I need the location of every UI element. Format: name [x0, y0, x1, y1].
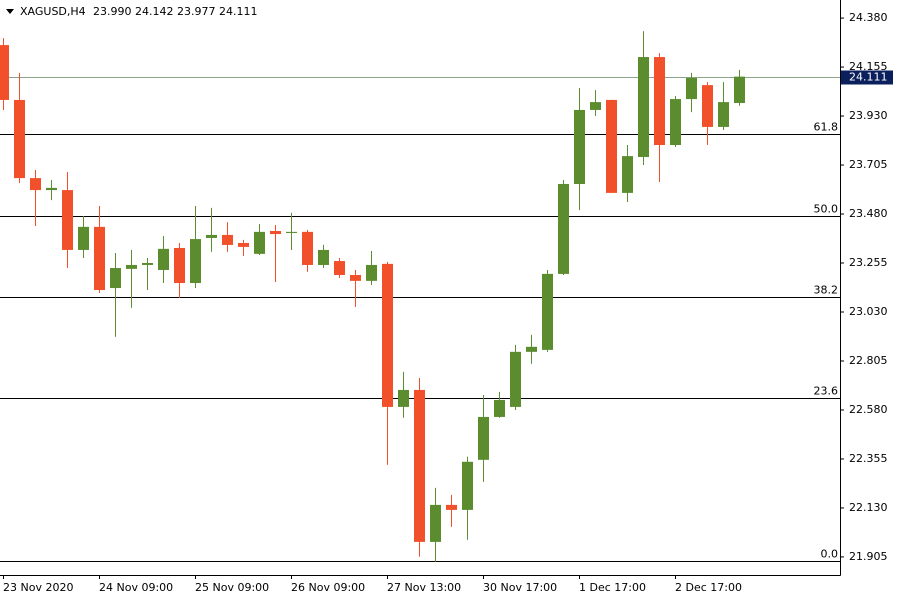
x-tick-label: 30 Nov 17:00 — [483, 581, 557, 594]
candle-body — [222, 234, 233, 245]
fib-level-label: 61.8 — [814, 121, 839, 134]
y-tick-label: 22.355 — [849, 452, 888, 465]
candle-body — [398, 389, 409, 407]
candle-body — [270, 231, 281, 235]
y-tick-label: 21.905 — [849, 550, 888, 563]
candle-body — [14, 99, 25, 179]
x-tick-label: 2 Dec 17:00 — [675, 581, 742, 594]
x-tick-label: 24 Nov 09:00 — [99, 581, 173, 594]
candle-body — [302, 231, 313, 265]
candle-body — [558, 183, 569, 274]
y-tick-label: 24.380 — [849, 11, 888, 24]
fib-level-label: 23.6 — [814, 385, 839, 398]
y-tick-label: 23.255 — [849, 256, 888, 269]
candle-body — [366, 264, 377, 281]
y-tick-label: 23.930 — [849, 109, 888, 122]
candle-body — [238, 242, 249, 247]
x-tick-label: 25 Nov 09:00 — [195, 581, 269, 594]
chart-subtitle: 23.990 24.142 23.977 24.111 — [93, 5, 257, 18]
candle-body — [478, 416, 489, 460]
candle-body — [622, 156, 633, 193]
candle-body — [734, 76, 745, 103]
chart-title: XAGUSD,H4 — [20, 5, 86, 18]
candle-body — [286, 231, 297, 233]
candle-body — [78, 226, 89, 250]
candle-body — [542, 273, 553, 350]
candle-body — [574, 109, 585, 184]
x-tick-label: 23 Nov 2020 — [3, 581, 73, 594]
candle-body — [654, 57, 665, 146]
candle-body — [142, 263, 153, 265]
x-tick-label: 1 Dec 17:00 — [579, 581, 646, 594]
y-tick-label: 23.705 — [849, 158, 888, 171]
x-tick-label: 26 Nov 09:00 — [291, 581, 365, 594]
candle-body — [718, 102, 729, 127]
candle-body — [350, 274, 361, 281]
candle-body — [206, 234, 217, 238]
candle-body — [670, 99, 681, 146]
candle-body — [126, 264, 137, 269]
candle-body — [30, 178, 41, 191]
fib-level-label: 38.2 — [814, 284, 839, 297]
candle-body — [606, 99, 617, 193]
candle-body — [94, 226, 105, 291]
candle-body — [590, 102, 601, 110]
candle-body — [254, 231, 265, 254]
current-price-tag — [841, 70, 893, 85]
y-tick-label: 22.580 — [849, 403, 888, 416]
candle-body — [494, 399, 505, 417]
candle-body — [158, 248, 169, 270]
y-tick-label: 22.130 — [849, 501, 888, 514]
y-tick-label: 24.155 — [849, 60, 888, 73]
candle-body — [430, 504, 441, 542]
candle-body — [686, 77, 697, 100]
candle-body — [702, 85, 713, 127]
candle-body — [526, 346, 537, 352]
candle-body — [414, 389, 425, 542]
candle-body — [62, 190, 73, 250]
candle-body — [638, 57, 649, 157]
candle-body — [334, 261, 345, 275]
menu-triangle[interactable] — [6, 9, 14, 14]
candle-body — [46, 187, 57, 191]
candle-body — [462, 461, 473, 510]
y-tick-label: 23.480 — [849, 207, 888, 220]
y-tick-label: 22.805 — [849, 354, 888, 367]
candle-body — [174, 247, 185, 284]
fib-level-label: 50.0 — [814, 203, 839, 216]
candle-body — [190, 239, 201, 284]
current-price-label: 24.111 — [849, 71, 888, 84]
y-tick-label: 23.030 — [849, 305, 888, 318]
candle-body — [318, 249, 329, 265]
candle-body — [110, 268, 121, 289]
candle-body — [382, 263, 393, 407]
candle-body — [0, 45, 9, 100]
candle-body — [446, 504, 457, 510]
x-tick-label: 27 Nov 13:00 — [387, 581, 461, 594]
candle-body — [510, 351, 521, 407]
fib-level-label: 0.0 — [821, 548, 839, 561]
